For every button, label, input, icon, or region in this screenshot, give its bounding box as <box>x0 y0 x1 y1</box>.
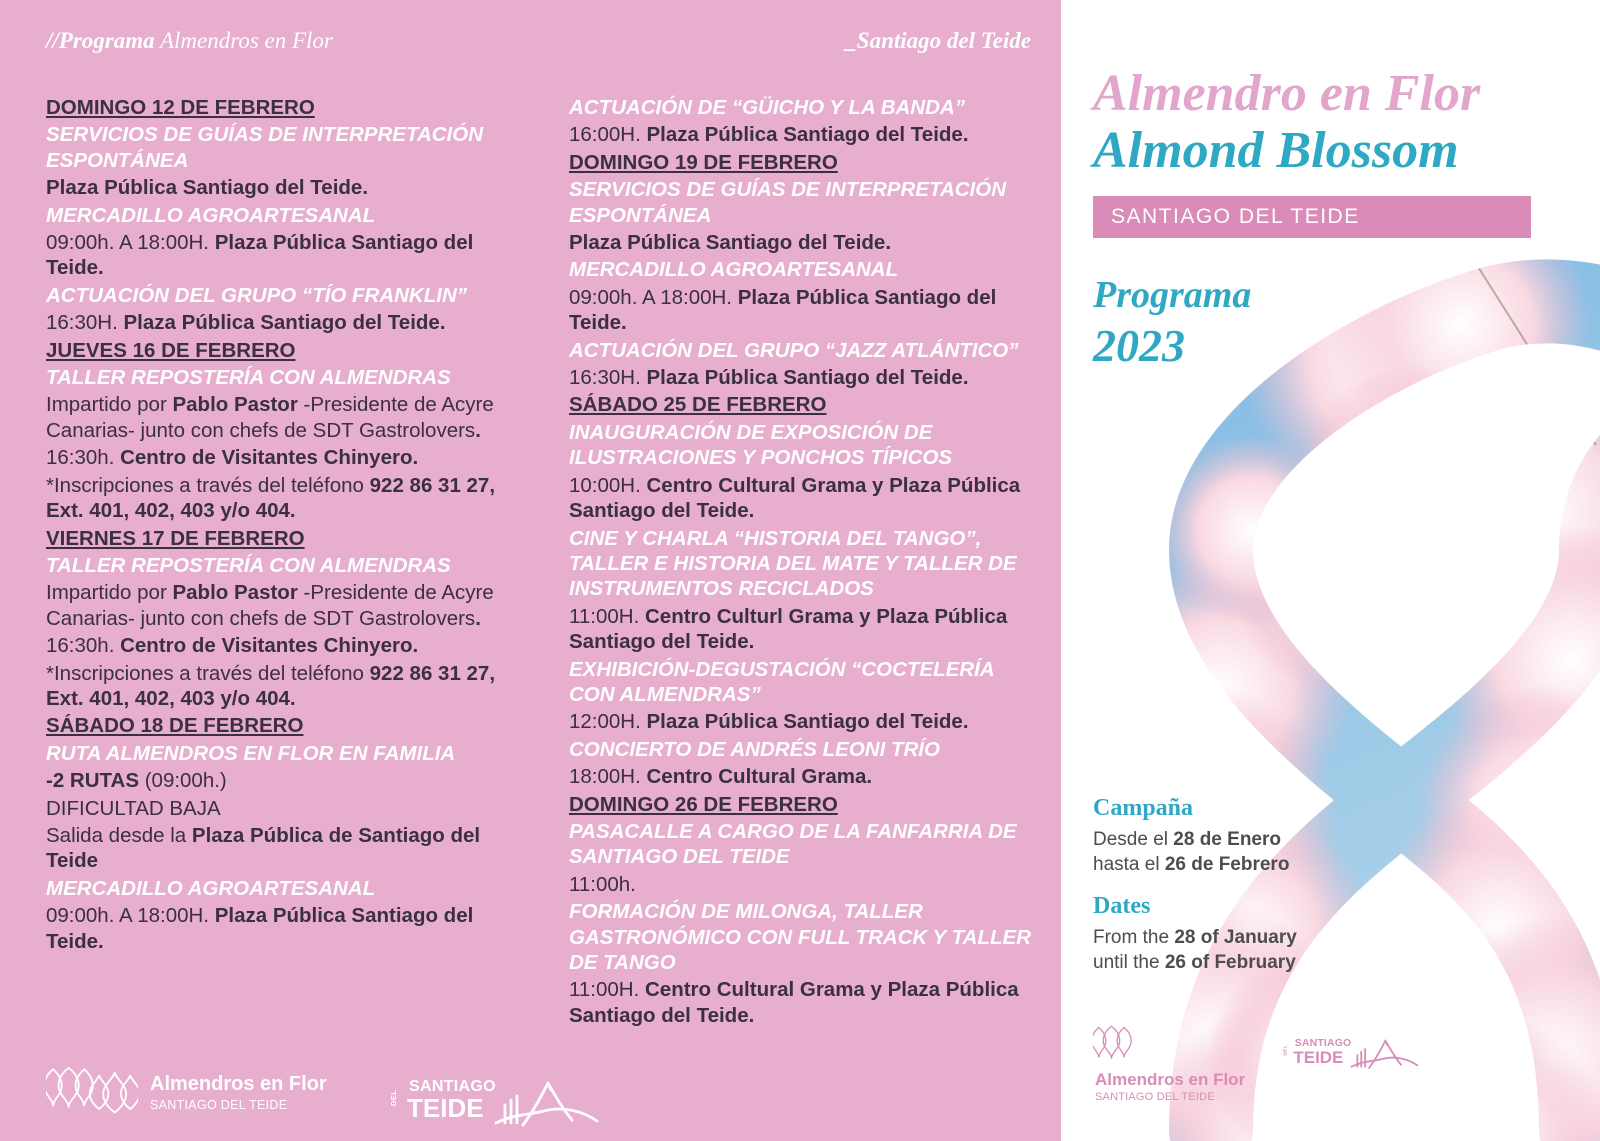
svg-text:TEIDE: TEIDE <box>1293 1048 1343 1067</box>
svg-text:DEL: DEL <box>1283 1045 1288 1056</box>
svg-text:TEIDE: TEIDE <box>407 1093 484 1123</box>
svg-text:DEL: DEL <box>391 1090 398 1106</box>
